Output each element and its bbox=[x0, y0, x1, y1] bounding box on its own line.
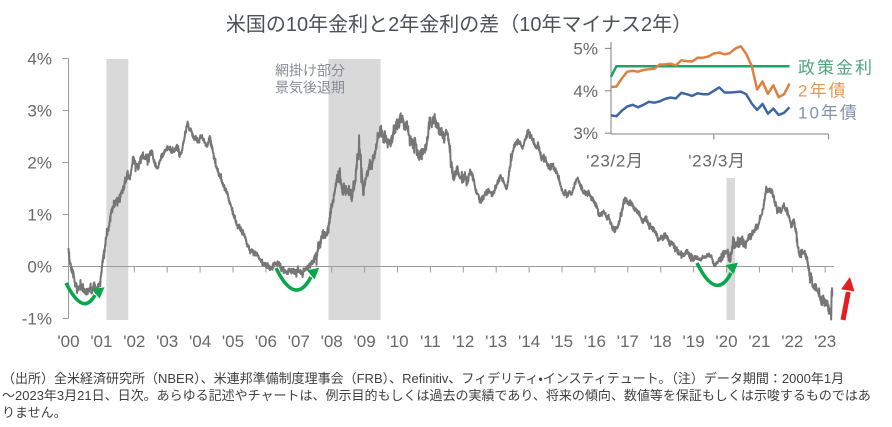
svg-text:'01: '01 bbox=[90, 332, 112, 351]
svg-text:'06: '06 bbox=[255, 332, 277, 351]
svg-text:'09: '09 bbox=[354, 332, 376, 351]
svg-text:5%: 5% bbox=[573, 39, 598, 58]
svg-text:'13: '13 bbox=[485, 332, 507, 351]
svg-text:'20: '20 bbox=[715, 332, 737, 351]
svg-text:網掛け部分: 網掛け部分 bbox=[275, 63, 345, 79]
svg-text:'14: '14 bbox=[518, 332, 540, 351]
svg-text:'03: '03 bbox=[156, 332, 178, 351]
svg-text:'16: '16 bbox=[584, 332, 606, 351]
svg-text:'17: '17 bbox=[617, 332, 639, 351]
svg-text:'15: '15 bbox=[551, 332, 573, 351]
svg-text:'23/2月: '23/2月 bbox=[586, 152, 644, 171]
svg-text:'23: '23 bbox=[814, 332, 836, 351]
svg-text:政策金利: 政策金利 bbox=[798, 59, 874, 78]
svg-text:'07: '07 bbox=[288, 332, 310, 351]
svg-text:'22: '22 bbox=[781, 332, 803, 351]
svg-text:'23/3月: '23/3月 bbox=[688, 152, 746, 171]
svg-text:-1%: -1% bbox=[22, 310, 52, 329]
svg-text:'04: '04 bbox=[189, 332, 211, 351]
svg-text:'11: '11 bbox=[420, 332, 441, 351]
svg-text:4%: 4% bbox=[27, 50, 52, 69]
svg-text:'02: '02 bbox=[123, 332, 145, 351]
svg-text:'12: '12 bbox=[452, 332, 474, 351]
svg-text:10年債: 10年債 bbox=[798, 104, 859, 123]
svg-text:3%: 3% bbox=[573, 124, 598, 143]
svg-text:'10: '10 bbox=[386, 332, 408, 351]
svg-text:'00: '00 bbox=[57, 332, 79, 351]
svg-text:'19: '19 bbox=[683, 332, 705, 351]
svg-text:米国の10年金利と2年金利の差（10年マイナス2年）: 米国の10年金利と2年金利の差（10年マイナス2年） bbox=[226, 13, 692, 36]
svg-text:'21: '21 bbox=[748, 332, 770, 351]
svg-text:0%: 0% bbox=[27, 258, 52, 277]
svg-text:1%: 1% bbox=[27, 206, 52, 225]
svg-text:'05: '05 bbox=[222, 332, 244, 351]
svg-text:'08: '08 bbox=[321, 332, 343, 351]
svg-text:2年債: 2年債 bbox=[798, 82, 847, 101]
svg-text:2%: 2% bbox=[27, 154, 52, 173]
svg-text:景気後退期: 景気後退期 bbox=[275, 80, 345, 96]
svg-text:4%: 4% bbox=[573, 82, 598, 101]
svg-text:'18: '18 bbox=[650, 332, 672, 351]
svg-text:3%: 3% bbox=[27, 102, 52, 121]
